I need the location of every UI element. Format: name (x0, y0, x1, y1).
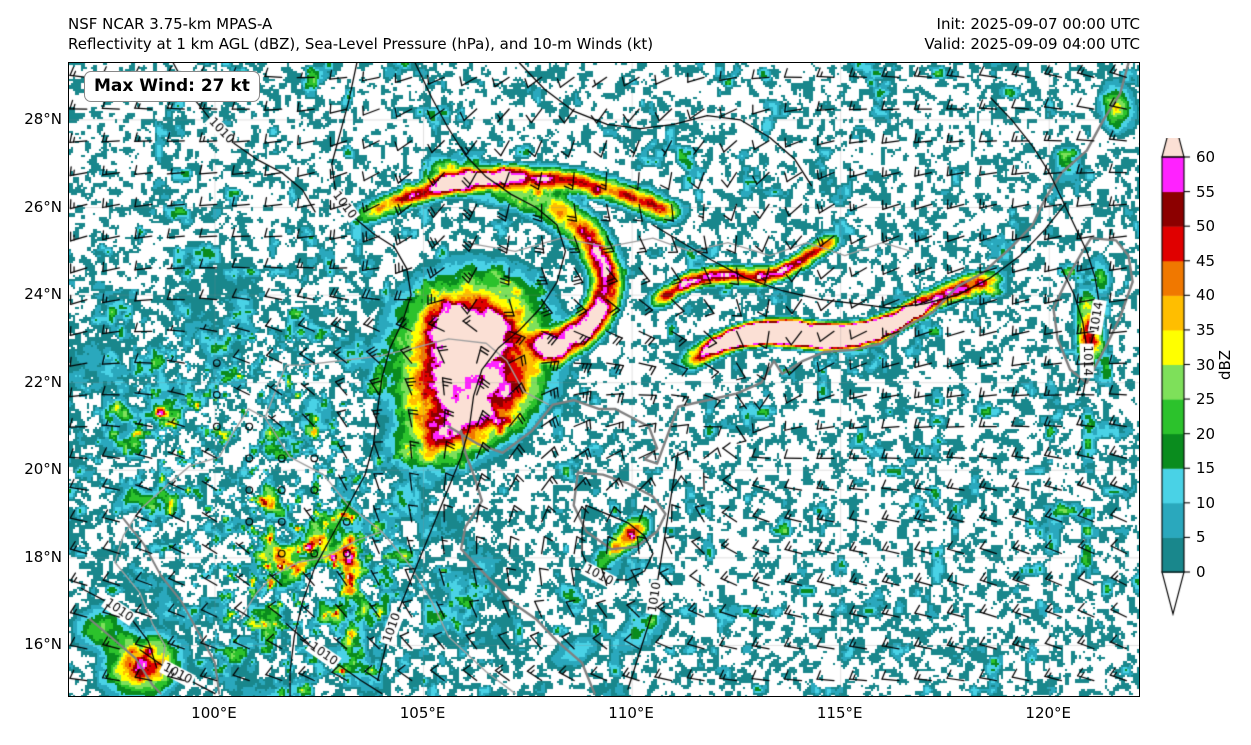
colorbar-tick-35: 35 (1196, 320, 1216, 339)
colorbar-tick-20: 20 (1196, 424, 1216, 443)
colorbar-tick-5: 5 (1196, 528, 1206, 547)
init-time: Init: 2025-09-07 00:00 UTC (936, 15, 1140, 33)
xtick-105°E: 105°E (399, 704, 446, 722)
ytick-28°N: 28°N (24, 109, 62, 128)
model-title: NSF NCAR 3.75-km MPAS-A (68, 15, 273, 33)
colorbar-title: dBZ (1216, 349, 1234, 380)
ytick-20°N: 20°N (24, 460, 62, 479)
xtick-100°E: 100°E (191, 704, 237, 722)
reflectivity-map-canvas (69, 63, 1139, 696)
ytick-22°N: 22°N (24, 372, 62, 391)
colorbar-tick-25: 25 (1196, 390, 1216, 409)
ytick-24°N: 24°N (24, 285, 62, 304)
colorbar: 0 5 10 15 20 25 30 35 40 45 50 55 60 dBZ (1158, 138, 1251, 623)
colorbar-tick-10: 10 (1196, 493, 1216, 512)
field-title: Reflectivity at 1 km AGL (dBZ), Sea-Leve… (68, 35, 654, 53)
xtick-115°E: 115°E (816, 704, 863, 722)
colorbar-canvas (1158, 138, 1251, 623)
colorbar-tick-40: 40 (1196, 286, 1216, 305)
xtick-120°E: 120°E (1025, 704, 1072, 722)
colorbar-tick-50: 50 (1196, 217, 1216, 236)
colorbar-tick-0: 0 (1196, 563, 1206, 581)
map-plot-area (68, 62, 1140, 697)
header-left: NSF NCAR 3.75-km MPAS-A Reflectivity at … (68, 14, 653, 54)
colorbar-tick-60: 60 (1196, 148, 1216, 166)
xtick-110°E: 110°E (608, 704, 654, 722)
colorbar-tick-15: 15 (1196, 459, 1216, 478)
colorbar-tick-55: 55 (1196, 182, 1216, 201)
ytick-18°N: 18°N (24, 547, 62, 566)
max-wind-label: Max Wind: 27 kt (94, 76, 250, 96)
ytick-16°N: 16°N (24, 635, 62, 654)
header-right: Init: 2025-09-07 00:00 UTC Valid: 2025-0… (924, 14, 1140, 54)
colorbar-tick-45: 45 (1196, 251, 1216, 270)
colorbar-tick-30: 30 (1196, 355, 1216, 374)
valid-time: Valid: 2025-09-09 04:00 UTC (924, 35, 1140, 53)
max-wind-annotation: Max Wind: 27 kt (84, 71, 260, 102)
ytick-26°N: 26°N (24, 197, 62, 216)
